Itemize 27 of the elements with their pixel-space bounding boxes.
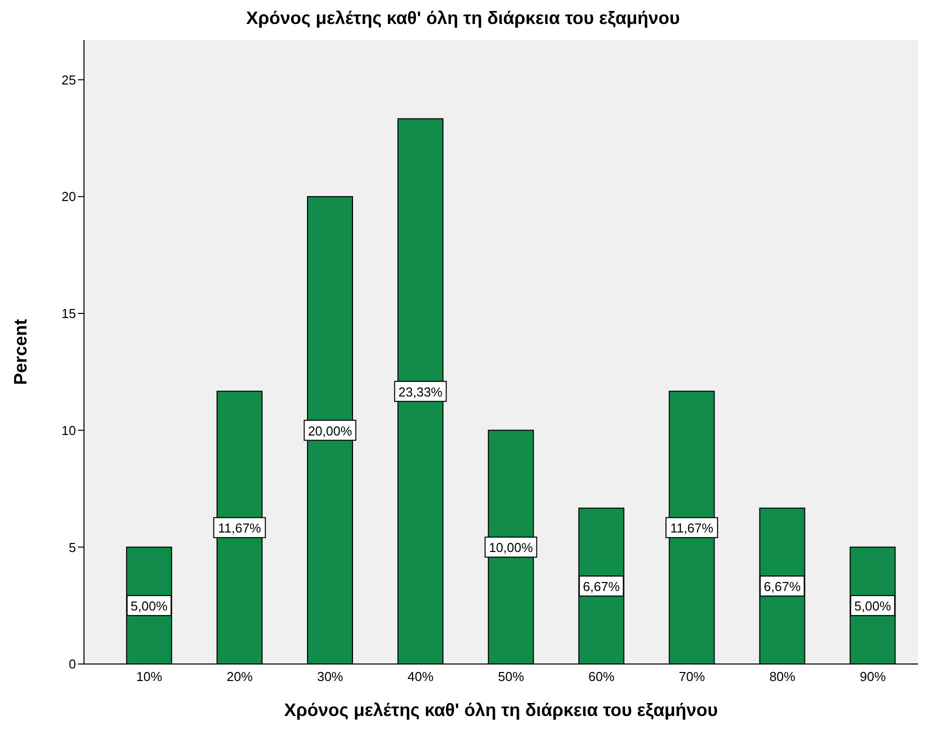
data-label: 5,00% xyxy=(130,598,168,614)
y-tick-label: 15 xyxy=(62,306,76,322)
x-axis-title: Χρόνος μελέτης καθ' όλη τη διάρκεια του εξαμήνου xyxy=(284,700,718,720)
data-label: 11,67% xyxy=(218,520,262,536)
data-label: 11,67% xyxy=(670,520,714,536)
data-label: 6,67% xyxy=(582,579,620,594)
x-tick-label: 80% xyxy=(769,669,796,684)
data-label: 6,67% xyxy=(764,579,802,594)
x-tick-label: 10% xyxy=(136,669,163,684)
y-tick-label: 5 xyxy=(68,540,76,555)
x-tick-label: 90% xyxy=(860,669,886,684)
y-tick-label: 10 xyxy=(62,422,76,438)
y-axis-title: Percent xyxy=(10,318,30,386)
data-label: 10,00% xyxy=(488,540,534,556)
x-tick-label: 50% xyxy=(498,669,524,684)
x-tick-label: 40% xyxy=(408,669,434,684)
y-tick-label: 25 xyxy=(62,72,76,88)
x-tick-label: 60% xyxy=(588,669,615,684)
x-tick-label: 20% xyxy=(226,669,254,684)
y-tick-label: 0 xyxy=(68,656,76,672)
chart-title: Χρόνος μελέτης καθ' όλη τη διάρκεια του εξαμήνου xyxy=(245,8,681,30)
x-tick-label: 70% xyxy=(678,669,706,684)
x-tick-label: 30% xyxy=(317,669,344,684)
data-label: 5,00% xyxy=(854,598,892,614)
data-label: 23,33% xyxy=(398,384,443,400)
data-label: 20,00% xyxy=(308,423,352,438)
y-tick-label: 20 xyxy=(62,189,76,204)
